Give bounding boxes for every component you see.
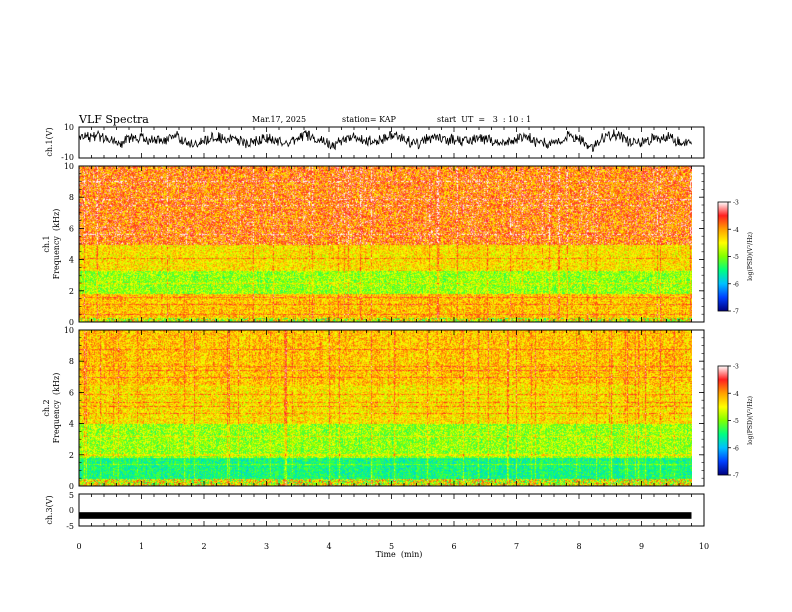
ch2-freq-ytick-label: 4 bbox=[69, 420, 74, 429]
time-axis: 0 1 2 3 4 5 6 7 8 9 10 bbox=[76, 542, 709, 551]
ch3-ytick-bottom: -5 bbox=[66, 522, 74, 531]
ch1-freq-ytick-label: 0 bbox=[69, 318, 74, 327]
ch2-spectrogram-image bbox=[79, 330, 692, 486]
ch3-ytick-mid: 0 bbox=[69, 506, 74, 515]
date-label: Mar.17, 2025 bbox=[252, 115, 306, 124]
ch1-colorbar: -3 -4 -5 -6 -7 log(PSD)(V²/Hz) bbox=[717, 200, 754, 316]
ch3-waveform-ticks bbox=[78, 494, 705, 526]
ch1-waveform-line bbox=[78, 129, 692, 152]
ch2-colorbar-tick-label: -5 bbox=[733, 418, 739, 425]
ch2-freq-ytick-label: 2 bbox=[69, 451, 74, 460]
ch2-freq-ytick-label: 8 bbox=[69, 357, 74, 366]
ch2-colorbar-label: log(PSD)(V²/Hz) bbox=[747, 396, 754, 445]
ch2-colorbar-tick-label: -4 bbox=[733, 391, 739, 398]
ch1-spectrogram-image bbox=[79, 166, 692, 322]
start-ut-label: start UT = 3 : 10 : 1 bbox=[437, 115, 531, 124]
figure-title: VLF Spectra bbox=[78, 113, 149, 126]
ch1-ytick-bottom: -10 bbox=[61, 153, 74, 162]
ch3-waveform-panel: 5 0 -5 ch.3(V) bbox=[45, 491, 705, 531]
ch2-colorbar-bar bbox=[717, 365, 729, 476]
time-tick-label: 8 bbox=[576, 542, 581, 551]
ch1-colorbar-tick-label: -3 bbox=[733, 200, 739, 207]
ch2-freq-ytick-label: 10 bbox=[64, 326, 74, 335]
ch2-freq-ytick-label: 6 bbox=[69, 388, 74, 397]
ch1-colorbar-tick-label: -6 bbox=[733, 281, 739, 288]
ch2-freq-ticks: 0 2 4 6 8 10 bbox=[64, 326, 705, 491]
ch1-freq-ytick-label: 8 bbox=[69, 193, 74, 202]
ch2-colorbar-tick-label: -6 bbox=[733, 445, 739, 452]
ch2-colorbar-tick-label: -7 bbox=[733, 473, 739, 480]
ch1-freq-ytick-label: 10 bbox=[64, 162, 74, 171]
time-tick-label: 9 bbox=[639, 542, 644, 551]
time-tick-label: 0 bbox=[76, 542, 81, 551]
ch1-freq-ytick-label: 6 bbox=[69, 224, 74, 233]
ch2-freq-ytick-label: 0 bbox=[69, 482, 74, 491]
ch1-colorbar-label: log(PSD)(V²/Hz) bbox=[747, 232, 754, 281]
ch1-ylabel-frequency: Frequency (kHz) bbox=[52, 209, 61, 280]
ch1-freq-ytick-label: 2 bbox=[69, 287, 74, 296]
station-label: station= KAP bbox=[342, 115, 397, 124]
time-axis-label: Time (min) bbox=[376, 550, 423, 559]
ch2-spectrogram-panel: 0 2 4 6 8 10 ch.2 Frequency (kHz) -3 -4 -5 -6 -7 l… bbox=[42, 326, 754, 491]
time-tick-label: 5 bbox=[389, 542, 394, 551]
ch2-colorbar: -3 -4 -5 -6 -7 log(PSD)(V²/Hz) bbox=[717, 364, 754, 480]
ch1-ylabel-channel: ch.1 bbox=[42, 235, 51, 252]
time-tick-label: 1 bbox=[139, 542, 144, 551]
ch1-ylabel: ch.1(V) bbox=[45, 127, 54, 156]
ch1-colorbar-bar bbox=[717, 201, 729, 312]
time-tick-label: 10 bbox=[699, 542, 709, 551]
time-tick-label: 2 bbox=[201, 542, 206, 551]
time-tick-label: 7 bbox=[514, 542, 519, 551]
ch1-colorbar-tick-label: -5 bbox=[733, 254, 739, 261]
ch1-waveform-ticks bbox=[78, 127, 705, 158]
ch1-waveform-panel: 10 -10 ch.1(V) bbox=[45, 123, 705, 162]
time-tick-label: 3 bbox=[264, 542, 269, 551]
ch2-ylabel-frequency: Frequency (kHz) bbox=[52, 373, 61, 444]
ch1-freq-ticks: 0 2 4 6 8 10 bbox=[64, 162, 705, 327]
ch3-ytick-top: 5 bbox=[69, 491, 74, 500]
ch3-waveform-band bbox=[79, 512, 692, 519]
time-tick-label: 4 bbox=[326, 542, 331, 551]
time-tick-label: 6 bbox=[451, 542, 456, 551]
ch3-ylabel: ch.3(V) bbox=[45, 495, 54, 524]
ch2-colorbar-tick-label: -3 bbox=[733, 364, 739, 371]
ch1-colorbar-tick-label: -7 bbox=[733, 309, 739, 316]
ch1-freq-ytick-label: 4 bbox=[69, 256, 74, 265]
ch1-ytick-top: 10 bbox=[64, 123, 74, 132]
ch2-ylabel-channel: ch.2 bbox=[42, 399, 51, 416]
ch1-colorbar-tick-label: -4 bbox=[733, 227, 739, 234]
ch1-spectrogram-panel: 0 2 4 6 8 10 ch.1 Frequency (kHz) -3 -4 -5 -6 -7 l… bbox=[42, 162, 754, 327]
